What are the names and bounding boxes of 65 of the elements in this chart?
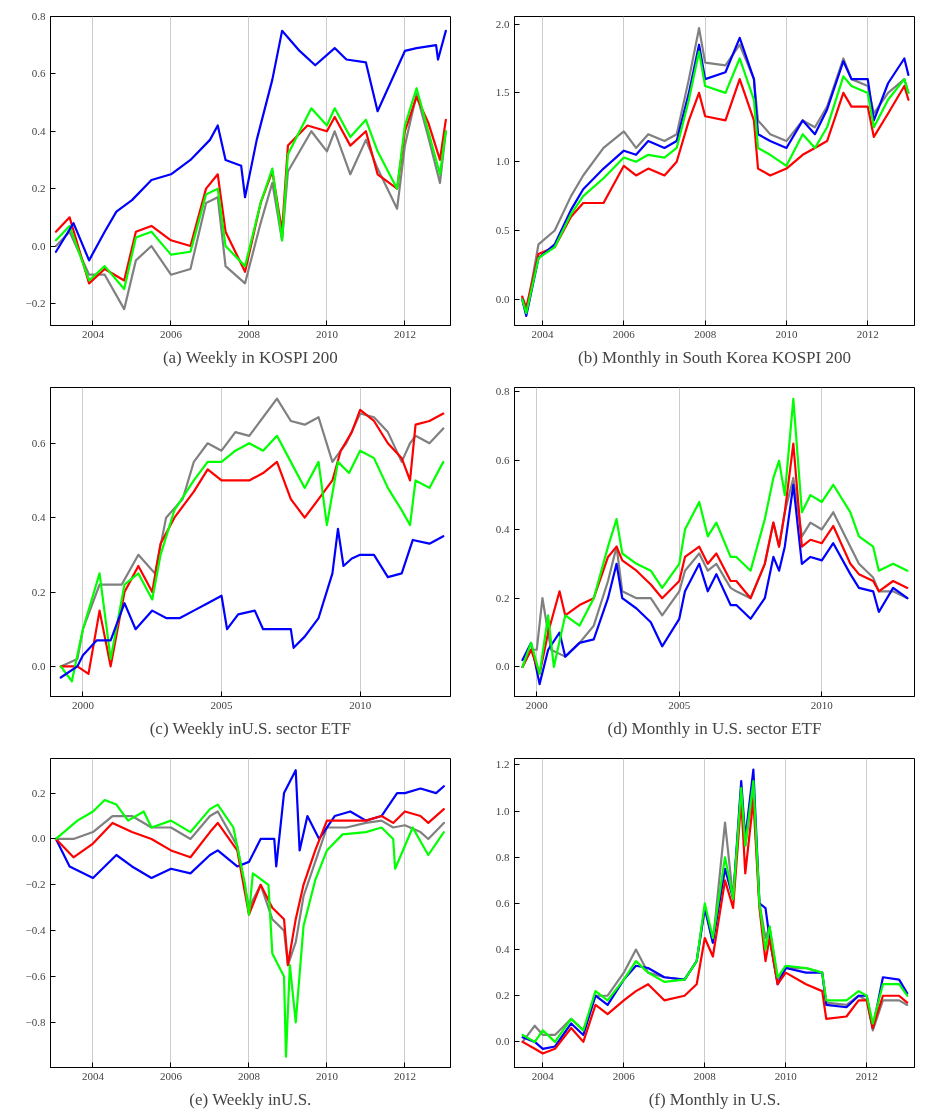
y-tick-label: 0.0 — [31, 239, 46, 252]
x-tick-label: 2010 — [315, 1069, 339, 1082]
y-tick-label: 0.0 — [495, 292, 510, 305]
x-tick-label: 2008 — [694, 327, 717, 340]
y-tick-label: −0.4 — [25, 924, 46, 937]
y-tick-label: 0.6 — [495, 454, 510, 467]
y-tick-label: 1.2 — [495, 758, 510, 771]
text: (d) Monthly in U.S. sector ETF — [607, 718, 822, 738]
x-tick-label: 2008 — [693, 1069, 717, 1082]
x-tick-label: 2008 — [237, 1069, 261, 1082]
y-tick-label: 1.0 — [495, 804, 510, 817]
text: (a) Weekly in KOSPI 200 — [162, 347, 338, 367]
y-tick-label: 0.2 — [31, 585, 46, 598]
y-tick-label: 0.4 — [495, 522, 510, 535]
y-tick-label: 0.0 — [495, 660, 510, 673]
y-tick-label: −0.8 — [25, 1015, 46, 1028]
x-tick-label: 2004 — [531, 327, 555, 340]
text: (b) Monthly in South Korea KOSPI 200 — [578, 347, 851, 367]
y-tick-label: 0.4 — [31, 124, 46, 137]
y-tick-label: −0.2 — [25, 296, 46, 309]
y-tick-label: 0.2 — [31, 182, 46, 195]
x-tick-label: 2010 — [810, 698, 834, 711]
y-tick-label: 0.2 — [31, 786, 46, 799]
x-tick-label: 2005 — [668, 698, 691, 711]
x-tick-label: 2004 — [82, 1069, 105, 1082]
text: (f) Monthly in U.S. — [648, 1089, 781, 1109]
text: (e) Weekly inU.S. — [189, 1089, 312, 1109]
y-tick-label: 0.0 — [31, 659, 46, 672]
y-tick-label: 0.8 — [495, 850, 510, 863]
x-tick-label: 2004 — [82, 327, 105, 340]
x-tick-label: 2006 — [612, 327, 636, 340]
x-tick-label: 2000 — [71, 698, 95, 711]
x-tick-label: 2005 — [210, 698, 234, 711]
x-tick-label: 2010 — [315, 327, 339, 340]
x-tick-label: 2010 — [775, 327, 798, 340]
y-tick-label: 0.8 — [495, 385, 510, 398]
x-tick-label: 2012 — [856, 327, 879, 340]
y-tick-label: 0.5 — [495, 224, 510, 237]
y-tick-label: 1.0 — [495, 155, 510, 168]
y-tick-label: 0.2 — [495, 591, 510, 604]
y-tick-label: 0.6 — [31, 436, 46, 449]
y-tick-label: 0.8 — [31, 10, 46, 22]
y-tick-label: 0.4 — [31, 511, 46, 524]
y-tick-label: 0.0 — [31, 832, 46, 845]
x-tick-label: 2012 — [855, 1069, 878, 1082]
y-tick-label: 0.4 — [495, 943, 510, 956]
x-tick-label: 2010 — [774, 1069, 798, 1082]
x-tick-label: 2000 — [525, 698, 549, 711]
x-tick-label: 2008 — [237, 327, 261, 340]
x-tick-label: 2010 — [349, 698, 372, 711]
y-tick-label: 2.0 — [495, 17, 510, 30]
text: (c) Weekly inU.S. sector ETF — [149, 718, 352, 738]
x-tick-label: 2006 — [159, 327, 183, 340]
y-tick-label: 0.6 — [31, 67, 46, 80]
y-tick-label: −0.6 — [25, 970, 46, 982]
y-tick-label: 0.0 — [495, 1035, 510, 1048]
x-tick-label: 2012 — [393, 327, 416, 340]
y-tick-label: 0.2 — [495, 989, 510, 1002]
x-tick-label: 2006 — [612, 1069, 636, 1082]
y-tick-label: −0.2 — [25, 878, 46, 891]
y-tick-label: 0.6 — [495, 896, 510, 909]
x-tick-label: 2004 — [531, 1069, 555, 1082]
x-tick-label: 2006 — [159, 1069, 183, 1082]
y-tick-label: 1.5 — [495, 86, 510, 99]
x-tick-label: 2012 — [393, 1069, 416, 1082]
